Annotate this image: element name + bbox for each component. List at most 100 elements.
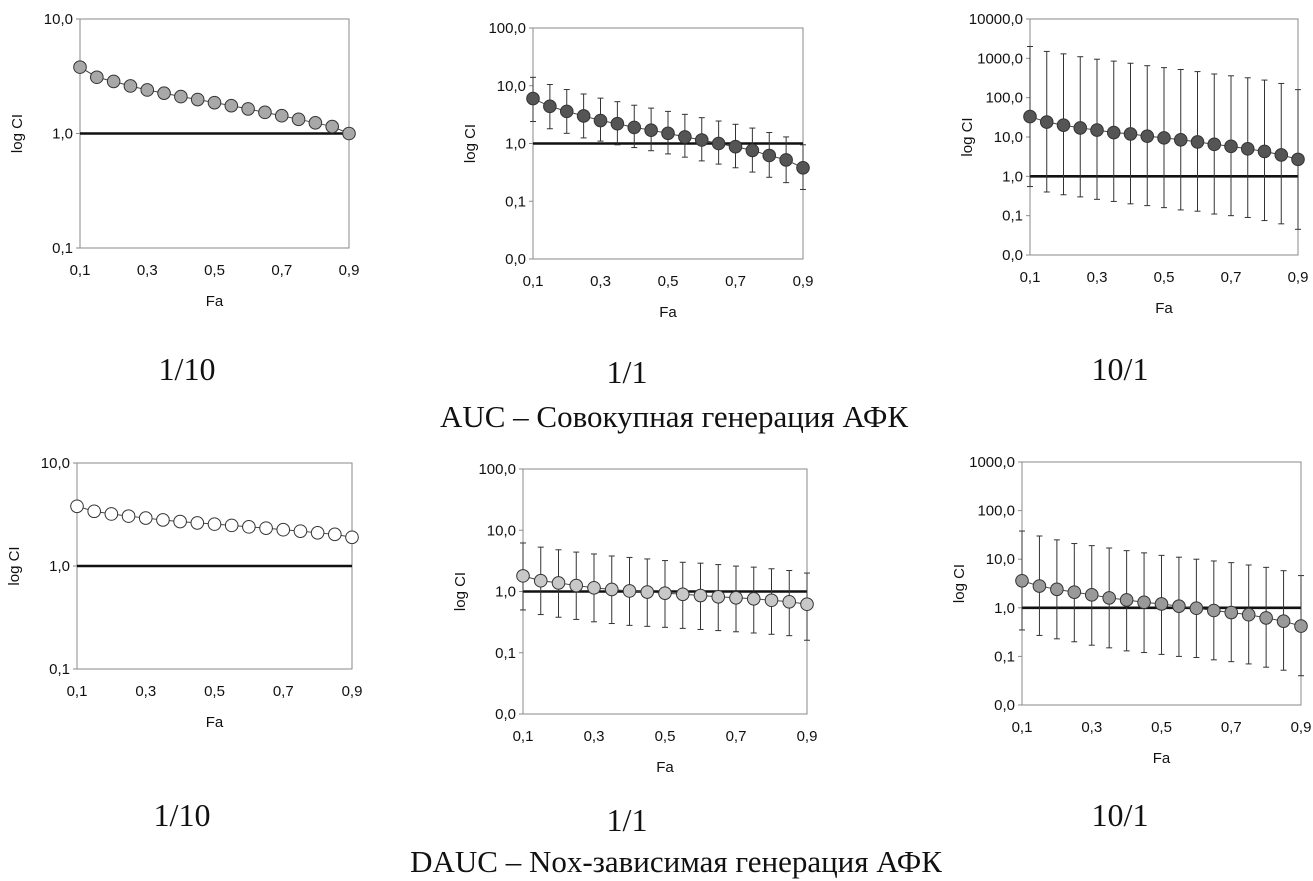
data-point (1190, 135, 1205, 149)
data-point (1119, 593, 1134, 607)
y-tick-label: 0,1 (505, 193, 526, 210)
y-tick-label: 0,1 (49, 661, 70, 678)
y-tick-label: 1000,0 (977, 50, 1023, 67)
data-point (1173, 132, 1188, 147)
x-tick-label: 0,3 (1087, 269, 1108, 286)
y-tick-label: 1,0 (49, 558, 70, 575)
y-tick-label: 1,0 (52, 126, 73, 143)
x-tick-label: 0,3 (137, 262, 158, 279)
data-point (1137, 595, 1151, 610)
data-point (526, 91, 540, 106)
chart-caption: 1/1 (607, 802, 648, 838)
data-point (1090, 123, 1104, 137)
group-title-auc: AUC – Совокупная генерация АФК (440, 399, 908, 434)
x-tick-label: 0,1 (1012, 719, 1033, 736)
data-point (516, 569, 530, 583)
data-point (1276, 614, 1291, 629)
data-point (587, 580, 601, 595)
data-point (796, 160, 810, 175)
y-tick-label: 0,0 (1002, 247, 1023, 264)
y-tick-label: 0,1 (52, 240, 73, 257)
y-axis-label: log CI (6, 546, 23, 585)
data-point (1023, 109, 1037, 124)
data-point (1154, 597, 1169, 611)
x-tick-label: 0,1 (70, 262, 91, 279)
data-point (190, 516, 205, 530)
x-axis-label: Fa (1153, 750, 1171, 767)
x-tick-label: 0,1 (67, 683, 88, 700)
data-point (675, 587, 690, 602)
group-title-dauc: DAUC – Nox-зависимая генерация АФК (410, 844, 942, 879)
data-point (1241, 607, 1256, 622)
data-point (1140, 129, 1155, 143)
data-point (87, 504, 101, 519)
y-tick-label: 1,0 (1002, 168, 1023, 185)
data-point (156, 513, 170, 527)
x-tick-label: 0,5 (204, 262, 225, 279)
x-axis-label: Fa (659, 304, 677, 321)
data-point (123, 79, 138, 93)
data-point (610, 116, 625, 131)
chart-6: 0,0 0,1 1,0 10,0 100,0 1000,0 0,1 0,3 0,5 0,7 0,9 F… (951, 454, 1311, 833)
x-tick-label: 0,9 (342, 683, 363, 700)
data-point (711, 589, 726, 604)
chart-3: 0,0 0,1 1,0 10,0 100,0 1000,0 10000,0 0,1 0,3 0,5… (959, 11, 1308, 387)
x-tick-label: 0,5 (658, 273, 679, 290)
data-point (640, 585, 655, 599)
data-point (140, 83, 155, 97)
data-point (1294, 619, 1308, 633)
data-point (1056, 118, 1071, 132)
data-point (1067, 585, 1082, 599)
y-tick-label: 1,0 (505, 136, 526, 153)
data-point (190, 92, 205, 107)
x-tick-label: 0,5 (1154, 269, 1175, 286)
data-point (746, 592, 761, 606)
data-point (1157, 131, 1171, 145)
data-point (1050, 582, 1064, 597)
data-point (1240, 142, 1255, 156)
data-point (106, 74, 121, 89)
y-axis-label: log CI (9, 114, 26, 153)
y-axis-label: log CI (452, 572, 469, 611)
x-axis-label: Fa (656, 759, 674, 776)
x-tick-label: 0,9 (797, 728, 818, 745)
data-point (1224, 139, 1238, 154)
data-point (173, 514, 187, 529)
data-point (1106, 125, 1121, 140)
data-point (242, 520, 256, 534)
y-tick-label: 10,0 (994, 129, 1023, 146)
y-tick-label: 0,0 (495, 706, 516, 723)
data-point (1189, 601, 1204, 616)
data-point (342, 126, 356, 141)
chart-caption: 10/1 (1092, 351, 1149, 387)
data-point (1207, 137, 1222, 152)
data-point (1015, 573, 1029, 588)
chart-caption: 1/1 (607, 354, 648, 390)
data-point (138, 511, 153, 525)
chart-caption: 1/10 (154, 797, 211, 833)
x-tick-label: 0,3 (135, 683, 156, 700)
data-point (533, 573, 548, 588)
x-tick-label: 0,9 (793, 273, 814, 290)
chart-caption: 1/10 (159, 351, 216, 387)
x-tick-label: 0,3 (1081, 719, 1102, 736)
x-tick-label: 0,1 (513, 728, 534, 745)
y-tick-label: 0,1 (495, 645, 516, 662)
y-tick-label: 100,0 (488, 20, 526, 37)
data-point (622, 584, 637, 598)
y-tick-label: 1000,0 (969, 454, 1015, 471)
y-tick-label: 10000,0 (969, 11, 1023, 28)
x-tick-label: 0,7 (725, 273, 746, 290)
y-axis-label: log CI (951, 564, 968, 603)
data-point (644, 123, 658, 137)
y-tick-label: 100,0 (985, 90, 1023, 107)
y-tick-label: 0,0 (505, 251, 526, 268)
data-point (1224, 605, 1239, 620)
y-tick-label: 100,0 (977, 503, 1015, 520)
data-point (258, 105, 272, 120)
y-tick-label: 1,0 (495, 584, 516, 601)
data-point (104, 507, 119, 521)
x-tick-label: 0,7 (1221, 719, 1242, 736)
y-axis-label: log CI (462, 124, 479, 163)
